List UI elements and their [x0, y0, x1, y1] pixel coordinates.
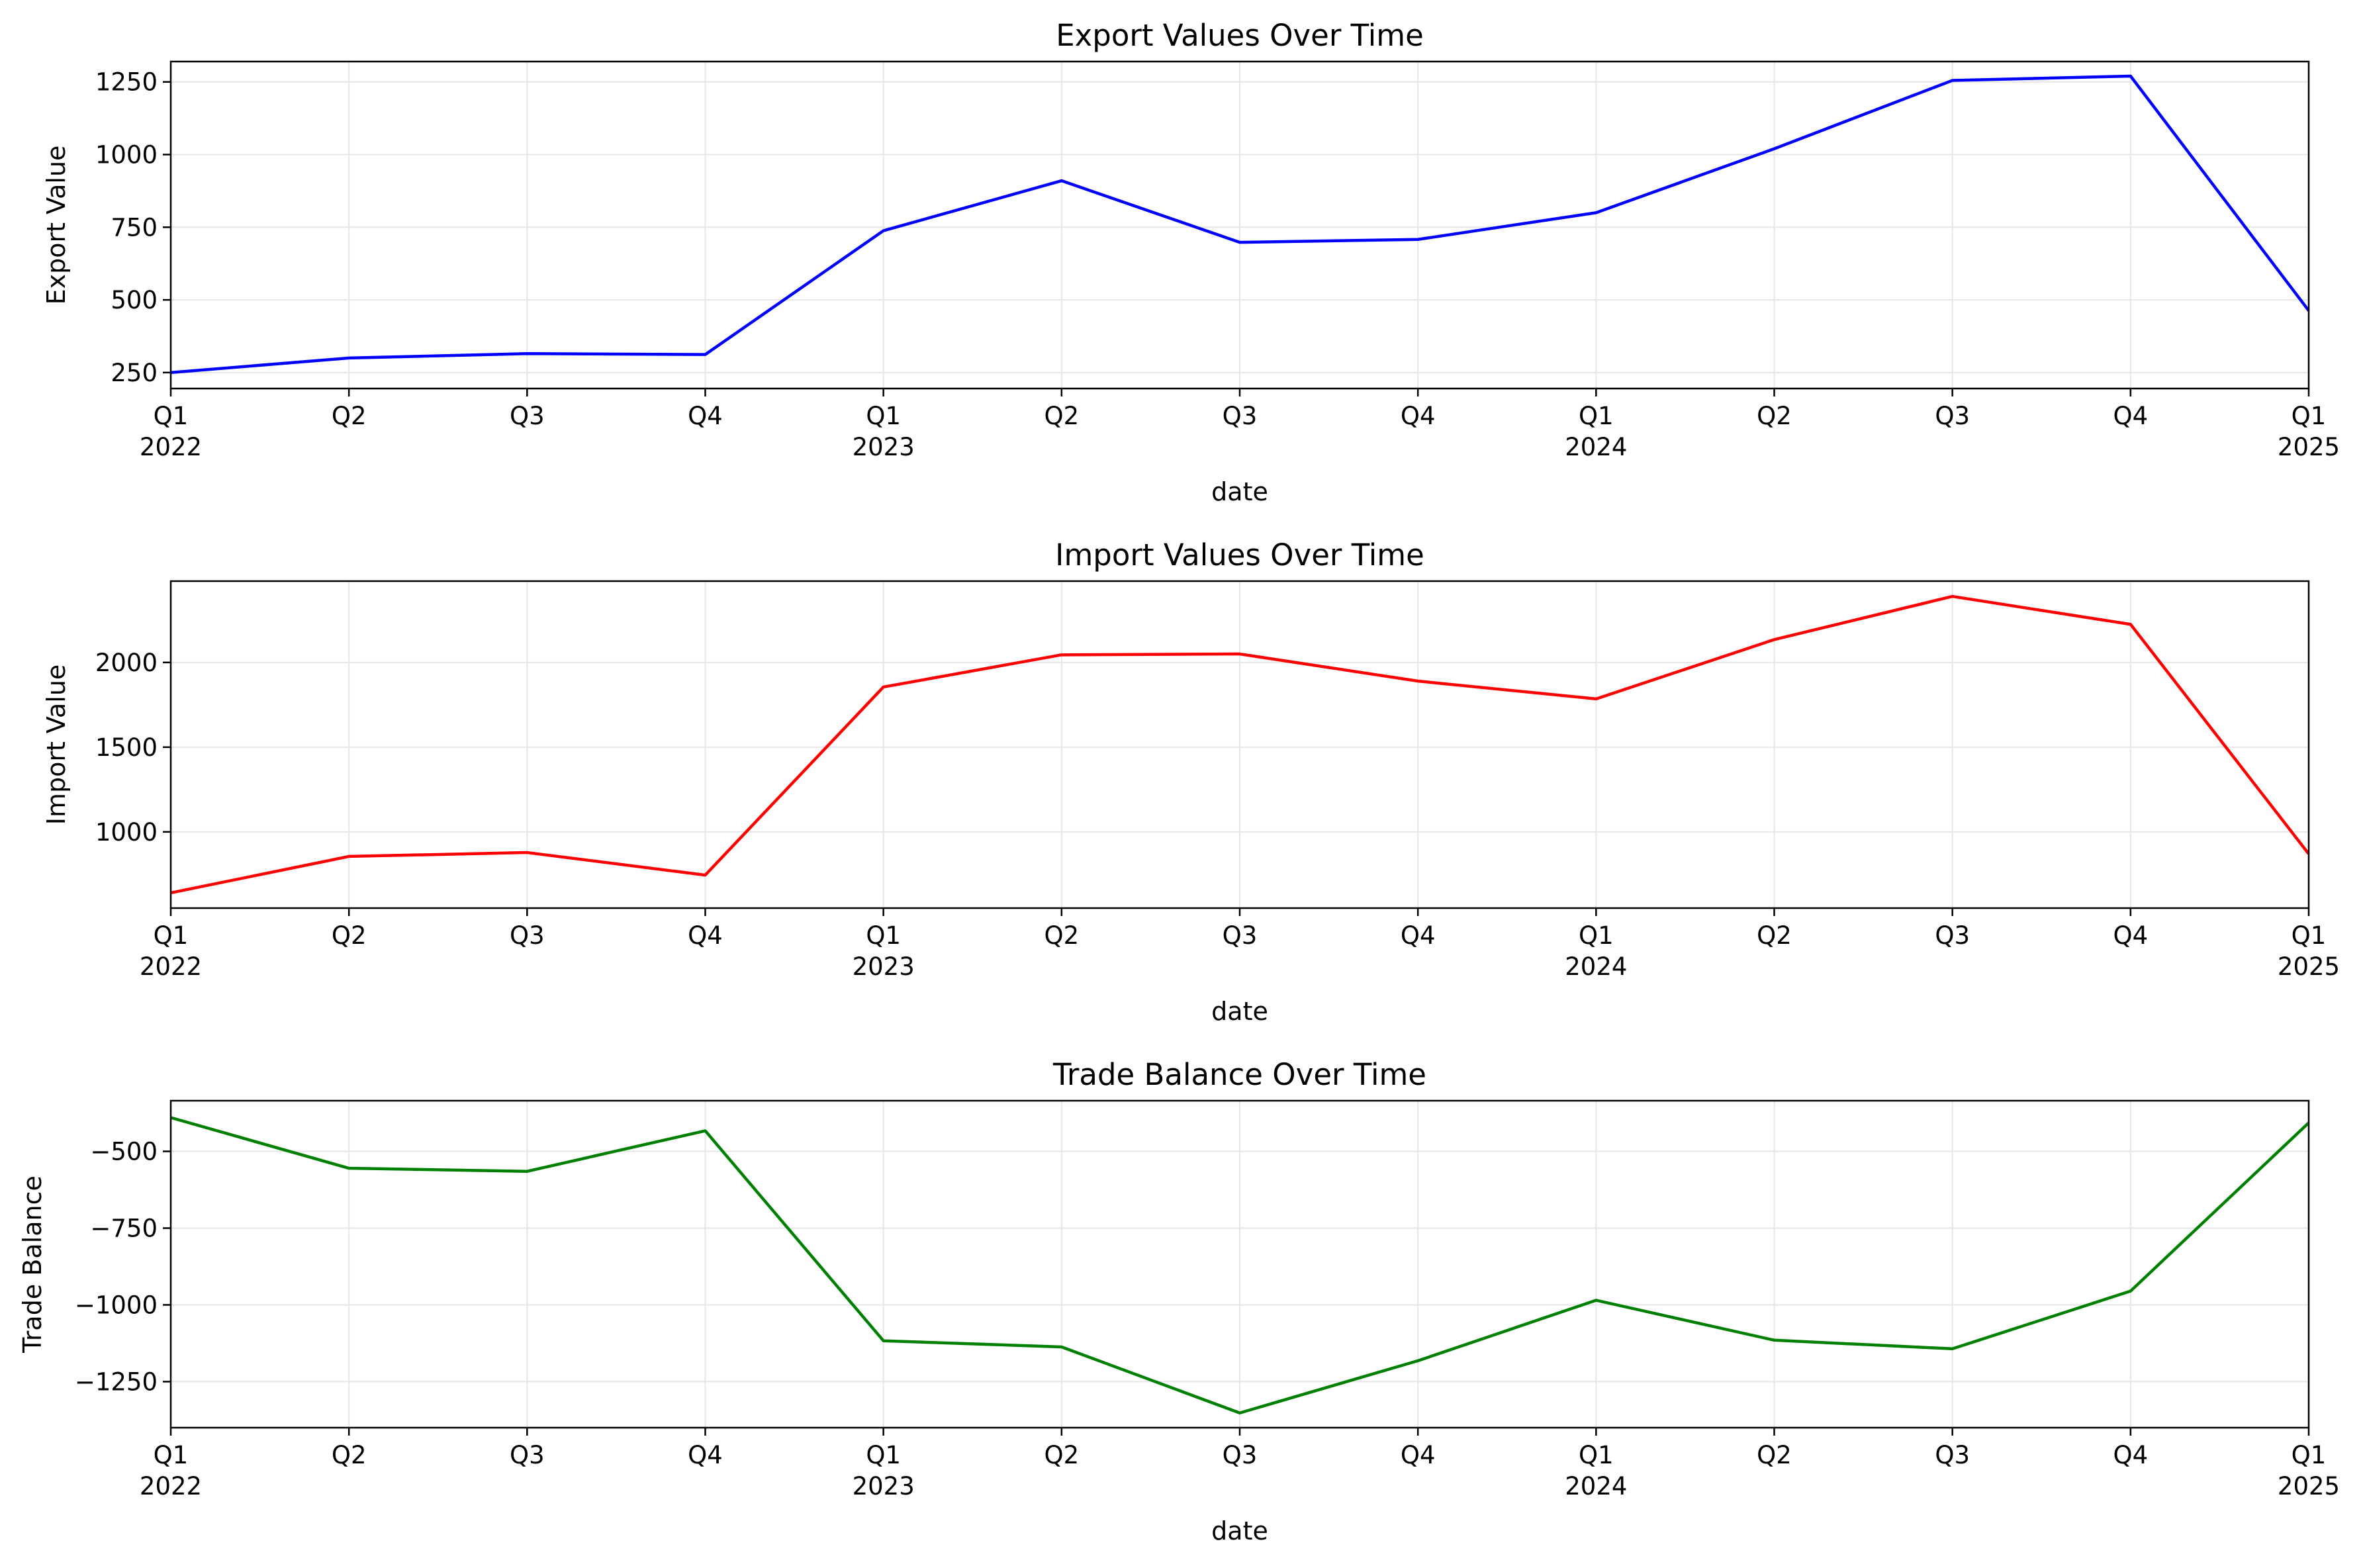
y-tick-label: 1500 [95, 733, 158, 762]
x-tick-label: Q1 [154, 402, 189, 430]
x-tick-label: Q1 [1579, 1441, 1614, 1469]
x-tick-label-year: 2025 [2278, 952, 2340, 981]
x-tick-label: Q1 [1579, 402, 1614, 430]
y-axis-label: Trade Balance [18, 1176, 47, 1354]
x-tick-label: Q4 [1401, 402, 1436, 430]
x-tick-label: Q1 [2292, 402, 2327, 430]
x-tick-label-year: 2024 [1565, 952, 1627, 981]
chart-title: Trade Balance Over Time [1052, 1057, 1426, 1092]
series-line [170, 1116, 2310, 1414]
y-axis-label: Export Value [42, 146, 71, 305]
x-tick-label: Q4 [2113, 402, 2148, 430]
x-tick-label: Q2 [1757, 921, 1792, 950]
chart-title: Import Values Over Time [1055, 537, 1424, 573]
series-line [170, 74, 2310, 375]
x-tick-label: Q2 [1044, 921, 1079, 950]
series-line [170, 594, 2310, 895]
x-tick-label: Q4 [1401, 1441, 1436, 1469]
x-axis-label: date [1211, 1516, 1268, 1545]
x-tick-label: Q1 [2292, 1441, 2327, 1469]
x-tick-label-year: 2024 [1565, 1472, 1627, 1500]
x-tick-label: Q3 [1223, 921, 1258, 950]
y-tick-label: 750 [111, 213, 158, 242]
x-tick-label: Q3 [1935, 921, 1970, 950]
x-tick-label: Q2 [1044, 402, 1079, 430]
y-tick-label: 500 [111, 286, 158, 314]
x-tick-label: Q1 [154, 1441, 189, 1469]
x-tick-label: Q3 [1935, 402, 1970, 430]
y-tick-label: −750 [90, 1214, 158, 1242]
x-tick-label: Q2 [332, 402, 367, 430]
x-tick-label: Q2 [1757, 1441, 1792, 1469]
x-tick-label: Q4 [688, 1441, 723, 1469]
x-tick-label: Q2 [332, 1441, 367, 1469]
x-tick-label: Q2 [1044, 1441, 1079, 1469]
x-tick-label-year: 2022 [140, 952, 202, 981]
x-tick-label-year: 2022 [140, 1472, 202, 1500]
y-tick-label: −1250 [75, 1367, 158, 1396]
x-tick-label: Q4 [688, 921, 723, 950]
y-tick-label: −1000 [75, 1291, 158, 1319]
x-tick-label-year: 2024 [1565, 433, 1627, 461]
x-tick-label: Q1 [866, 921, 901, 950]
x-tick-label: Q1 [2292, 921, 2327, 950]
x-tick-label: Q3 [510, 1441, 545, 1469]
x-tick-label: Q2 [332, 921, 367, 950]
x-tick-label: Q1 [154, 921, 189, 950]
x-tick-label: Q3 [1935, 1441, 1970, 1469]
x-tick-label: Q4 [1401, 921, 1436, 950]
x-tick-label-year: 2025 [2278, 433, 2340, 461]
y-tick-label: 1000 [95, 141, 158, 169]
y-tick-label: 1000 [95, 818, 158, 847]
x-tick-label-year: 2025 [2278, 1472, 2340, 1500]
x-tick-label-year: 2023 [853, 433, 915, 461]
x-tick-label: Q4 [688, 402, 723, 430]
chart-title: Export Values Over Time [1056, 18, 1424, 53]
x-tick-label-year: 2023 [853, 952, 915, 981]
y-tick-label: 2000 [95, 649, 158, 677]
x-tick-label: Q2 [1757, 402, 1792, 430]
x-tick-label: Q4 [2113, 1441, 2148, 1469]
y-axis-label: Import Value [42, 665, 71, 825]
x-axis-label: date [1211, 477, 1268, 506]
x-axis-label: date [1211, 997, 1268, 1026]
x-tick-label: Q1 [866, 1441, 901, 1469]
x-tick-label-year: 2023 [853, 1472, 915, 1500]
y-tick-label: 250 [111, 359, 158, 387]
x-tick-label: Q3 [1223, 402, 1258, 430]
x-tick-label-year: 2022 [140, 433, 202, 461]
x-tick-label: Q3 [510, 921, 545, 950]
x-tick-label: Q3 [1223, 1441, 1258, 1469]
x-tick-label: Q1 [866, 402, 901, 430]
y-tick-label: 1250 [95, 68, 158, 97]
x-tick-label: Q3 [510, 402, 545, 430]
x-tick-label: Q1 [1579, 921, 1614, 950]
y-tick-label: −500 [90, 1138, 158, 1166]
x-tick-label: Q4 [2113, 921, 2148, 950]
